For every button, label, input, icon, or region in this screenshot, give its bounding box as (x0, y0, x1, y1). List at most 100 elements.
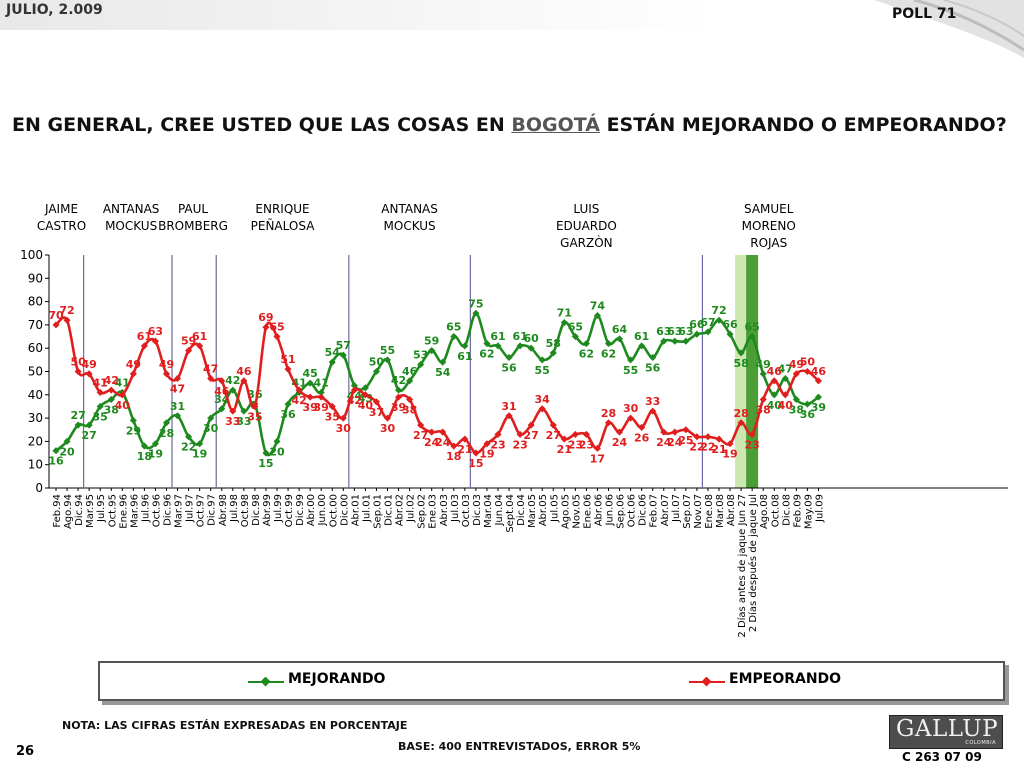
data-point-empeorando (660, 428, 668, 436)
data-label-empeorando: 39 (314, 401, 329, 414)
data-point-empeorando (616, 428, 624, 436)
x-tick-label: Dic.98 (251, 494, 262, 526)
data-point-empeorando (516, 430, 524, 438)
data-label-empeorando: 24 (435, 436, 451, 449)
data-point-empeorando (295, 386, 303, 394)
period-label: ROJAS (750, 236, 787, 250)
data-point-mejorando (770, 391, 778, 399)
data-point-mejorando (218, 405, 226, 413)
data-label-empeorando: 27 (523, 429, 538, 442)
data-point-mejorando (560, 319, 568, 327)
data-label-empeorando: 19 (479, 448, 494, 461)
data-point-empeorando (682, 426, 690, 434)
y-tick-label: 90 (28, 271, 43, 285)
data-point-mejorando (417, 360, 425, 369)
data-label-mejorando: 61 (634, 330, 649, 343)
data-label-empeorando: 26 (634, 431, 650, 444)
data-point-mejorando (627, 356, 635, 364)
data-point-mejorando (372, 367, 380, 376)
x-tick-label: Oct.08 (770, 494, 781, 527)
data-point-empeorando (207, 374, 215, 383)
data-point-mejorando (671, 337, 679, 345)
x-tick-label: 2 Días antes de jaque Jun 27 (736, 494, 748, 638)
y-tick-label: 40 (28, 388, 43, 402)
data-label-empeorando: 42 (347, 394, 362, 407)
data-point-empeorando (472, 449, 480, 457)
x-tick-label: Jul.03 (450, 494, 461, 523)
data-label-empeorando: 21 (557, 443, 572, 456)
x-tick-label: Oct.95 (107, 494, 118, 527)
data-label-mejorando: 67 (700, 316, 715, 329)
data-label-empeorando: 49 (159, 358, 174, 371)
period-label: PAUL (178, 202, 208, 216)
legend-mejorando-marker (248, 677, 284, 687)
data-point-mejorando (395, 386, 403, 394)
data-point-empeorando (96, 388, 104, 397)
data-point-mejorando (151, 440, 159, 448)
data-point-empeorando (494, 430, 502, 438)
data-label-mejorando: 65 (568, 321, 583, 334)
data-point-empeorando (671, 428, 679, 436)
x-tick-label: May.09 (803, 494, 814, 529)
data-label-empeorando: 46 (236, 365, 252, 378)
period-label: LUIS (573, 202, 599, 216)
data-point-mejorando (582, 340, 590, 348)
data-point-mejorando (339, 351, 347, 359)
data-label-mejorando: 54 (325, 346, 341, 359)
data-label-empeorando: 18 (446, 450, 461, 463)
data-label-mejorando: 47 (778, 362, 793, 375)
data-label-empeorando: 27 (546, 429, 561, 442)
data-label-mejorando: 65 (744, 321, 759, 334)
x-tick-label: Abr.00 (306, 494, 317, 526)
data-label-empeorando: 30 (380, 422, 396, 435)
data-label-empeorando: 34 (535, 393, 551, 406)
y-tick-label: 80 (28, 295, 43, 309)
data-label-empeorando: 23 (512, 438, 527, 451)
data-point-empeorando (306, 393, 314, 401)
x-tick-label: Ago.05 (560, 494, 571, 529)
x-tick-label: Oct.03 (461, 494, 472, 527)
data-label-mejorando: 72 (711, 304, 726, 317)
x-tick-label: Jun.04 (494, 494, 505, 527)
data-point-mejorando (682, 337, 690, 345)
data-label-mejorando: 36 (280, 408, 296, 421)
period-label: SAMUEL (744, 202, 794, 216)
data-label-empeorando: 25 (678, 434, 693, 447)
data-label-empeorando: 17 (590, 452, 605, 465)
data-point-empeorando (538, 405, 546, 413)
data-label-empeorando: 70 (48, 309, 64, 322)
data-label-mejorando: 57 (336, 339, 351, 352)
x-tick-label: Oct.96 (151, 494, 162, 527)
data-label-empeorando: 46 (767, 365, 783, 378)
data-label-mejorando: 36 (800, 408, 816, 421)
data-point-mejorando (781, 374, 789, 383)
data-label-empeorando: 35 (247, 410, 262, 423)
data-point-empeorando (737, 419, 745, 427)
data-label-mejorando: 33 (236, 415, 251, 428)
data-label-mejorando: 38 (104, 403, 119, 416)
data-label-mejorando: 41 (115, 376, 130, 389)
x-tick-label: Oct.99 (284, 494, 295, 527)
period-label: CASTRO (37, 219, 86, 233)
data-point-empeorando (638, 423, 646, 431)
data-point-mejorando (693, 330, 701, 338)
data-label-mejorando: 49 (756, 358, 771, 371)
data-point-mejorando (494, 342, 502, 350)
data-point-empeorando (726, 440, 734, 448)
data-label-empeorando: 50 (800, 356, 816, 369)
data-label-mejorando: 75 (468, 297, 483, 310)
legend-empeorando-marker (689, 677, 725, 687)
data-point-mejorando (361, 384, 369, 392)
data-point-mejorando (306, 379, 314, 387)
question-part-2: ESTÁN MEJORANDO O EMPEORANDO? (599, 114, 1007, 136)
data-label-mejorando: 58 (546, 337, 561, 350)
data-label-empeorando: 31 (501, 400, 516, 413)
data-label-mejorando: 60 (523, 332, 539, 345)
data-label-mejorando: 56 (645, 362, 661, 375)
period-label: JAIME (44, 202, 78, 216)
document-code: C 263 07 09 (902, 750, 982, 764)
series-line-empeorando (55, 316, 820, 455)
line-chart: 0 10 20 30 40 50 60 70 80 90 100 JAIME CASTRO ANTANAS… (20, 202, 1008, 638)
data-point-mejorando (262, 449, 270, 457)
period-label: PEÑALOSA (251, 218, 316, 233)
